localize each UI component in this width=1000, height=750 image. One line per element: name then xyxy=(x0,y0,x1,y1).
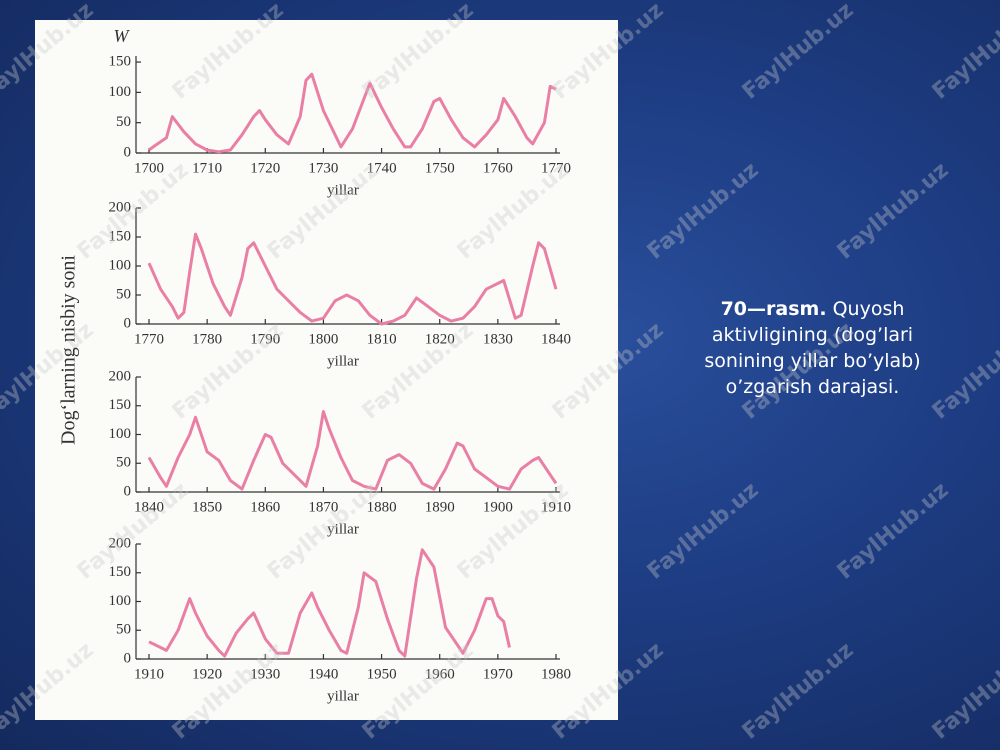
x-tick-label: 1750 xyxy=(425,160,455,176)
x-tick-label: 1850 xyxy=(192,499,222,515)
y-tick-label: 150 xyxy=(109,397,132,413)
y-tick-label: 0 xyxy=(124,144,132,160)
x-tick-label: 1870 xyxy=(308,499,338,515)
y-tick-label: 0 xyxy=(124,483,132,499)
x-tick-label: 1830 xyxy=(483,331,513,347)
x-axis-label: yillar xyxy=(327,353,359,369)
y-tick-label: 100 xyxy=(109,593,132,609)
x-tick-label: 1710 xyxy=(192,160,222,176)
y-tick-label: 0 xyxy=(124,315,132,331)
y-tick-label: 50 xyxy=(116,455,131,471)
y-axis-label: Dog‘larning nisbiy soni xyxy=(58,255,80,445)
y-tick-label: 150 xyxy=(109,54,132,70)
x-tick-label: 1820 xyxy=(425,331,455,347)
x-tick-label: 1900 xyxy=(483,499,513,515)
x-tick-label: 1920 xyxy=(192,666,222,682)
x-tick-label: 1840 xyxy=(541,331,571,347)
y-tick-label: 200 xyxy=(109,199,132,215)
x-tick-label: 1740 xyxy=(367,160,397,176)
y-tick-label: 150 xyxy=(109,228,132,244)
y-tick-label: 150 xyxy=(109,564,132,580)
x-tick-label: 1770 xyxy=(541,160,571,176)
x-tick-label: 1800 xyxy=(308,331,338,347)
x-tick-label: 1810 xyxy=(367,331,397,347)
x-tick-label: 1790 xyxy=(250,331,280,347)
y-tick-label: 50 xyxy=(116,622,131,638)
x-tick-label: 1910 xyxy=(134,666,164,682)
x-tick-label: 1980 xyxy=(541,666,571,682)
x-tick-label: 1960 xyxy=(425,666,455,682)
x-axis-label: yillar xyxy=(327,688,359,704)
x-tick-label: 1910 xyxy=(541,499,571,515)
caption: 70—rasm. Quyosh aktivligining (dog’lari … xyxy=(670,296,955,400)
x-tick-label: 1730 xyxy=(308,160,338,176)
x-tick-label: 1940 xyxy=(308,666,338,682)
y-tick-label: 100 xyxy=(109,426,132,442)
x-tick-label: 1970 xyxy=(483,666,513,682)
y-tick-label: 200 xyxy=(109,535,132,551)
data-line xyxy=(147,410,558,491)
y-tick-label: 200 xyxy=(109,368,132,384)
x-tick-label: 1890 xyxy=(425,499,455,515)
x-tick-label: 1760 xyxy=(483,160,513,176)
data-line xyxy=(148,72,557,154)
caption-label: 70—rasm. xyxy=(720,298,827,320)
x-tick-label: 1700 xyxy=(134,160,164,176)
y-tick-label: 100 xyxy=(109,84,132,100)
y-tick-label: 100 xyxy=(109,257,132,273)
y-tick-label: 50 xyxy=(116,286,131,302)
x-tick-label: 1930 xyxy=(250,666,280,682)
data-line xyxy=(148,548,511,658)
x-axis-label: yillar xyxy=(327,182,359,198)
x-tick-label: 1860 xyxy=(250,499,280,515)
data-line xyxy=(147,232,558,326)
y-tick-label: 0 xyxy=(124,650,132,666)
y-tick-label: 50 xyxy=(116,114,131,130)
x-tick-label: 1880 xyxy=(367,499,397,515)
x-tick-label: 1780 xyxy=(192,331,222,347)
x-axis-label: yillar xyxy=(327,521,359,537)
y-axis-symbol: W xyxy=(114,26,131,46)
x-tick-label: 1720 xyxy=(250,160,280,176)
x-tick-label: 1840 xyxy=(134,499,164,515)
caption-text: Quyosh aktivligining (dog’lari sonining … xyxy=(704,298,921,398)
x-tick-label: 1770 xyxy=(134,331,164,347)
figure-panel xyxy=(35,20,618,720)
x-tick-label: 1950 xyxy=(367,666,397,682)
